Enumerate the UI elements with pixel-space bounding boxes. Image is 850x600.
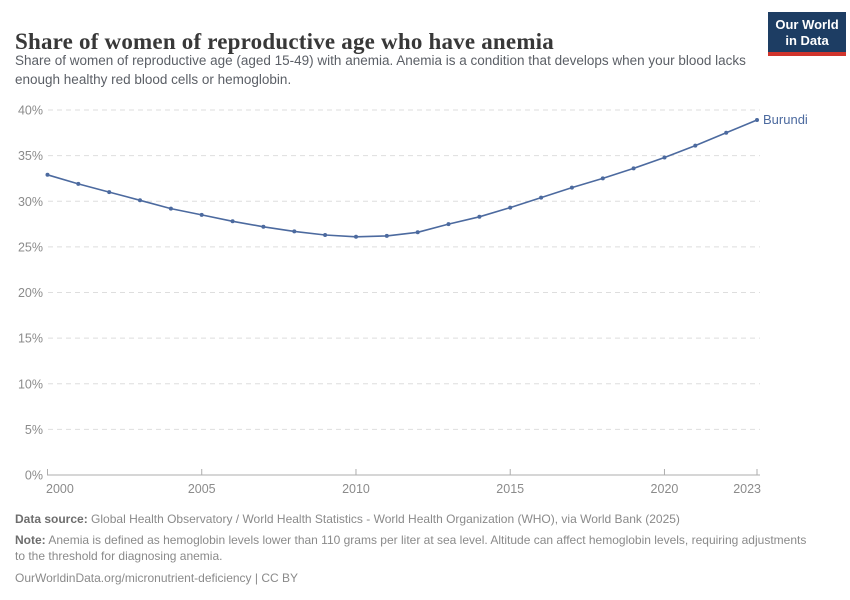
data-point[interactable] (292, 229, 297, 234)
chart-footer: Data source: Global Health Observatory /… (15, 511, 810, 591)
y-tick-label: 35% (18, 149, 43, 163)
data-point[interactable] (693, 143, 698, 148)
note-text: Anemia is defined as hemoglobin levels l… (15, 533, 807, 564)
license-link[interactable]: OurWorldinData.org/micronutrient-deficie… (15, 570, 298, 585)
y-tick-label: 20% (18, 286, 43, 300)
data-point[interactable] (662, 155, 667, 160)
x-tick-label: 2005 (188, 482, 216, 496)
data-point[interactable] (508, 205, 513, 210)
series-entity-label[interactable]: Burundi (763, 112, 808, 127)
data-point[interactable] (230, 219, 235, 224)
x-tick-label: 2020 (651, 482, 679, 496)
data-point[interactable] (446, 222, 451, 227)
data-point[interactable] (199, 212, 204, 217)
owid-logo-line1: Our World (775, 17, 839, 32)
data-source-label: Data source: (15, 512, 88, 526)
owid-logo-line2: in Data (785, 32, 829, 48)
data-point[interactable] (477, 214, 482, 219)
y-tick-label: 10% (18, 377, 43, 391)
x-tick-label: 2015 (496, 482, 524, 496)
y-tick-label: 30% (18, 195, 43, 209)
note-line: Note: Anemia is defined as hemoglobin le… (15, 532, 810, 564)
series-line[interactable] (47, 119, 758, 238)
y-tick-label: 15% (18, 332, 43, 346)
data-point[interactable] (539, 195, 544, 200)
y-tick-label: 25% (18, 240, 43, 254)
data-point[interactable] (384, 233, 389, 238)
data-point[interactable] (168, 206, 173, 211)
data-point[interactable] (138, 198, 142, 203)
data-point[interactable] (755, 118, 759, 122)
chart-subtitle: Share of women of reproductive age (aged… (15, 53, 746, 87)
y-tick-label: 0% (25, 469, 43, 483)
data-point[interactable] (45, 172, 50, 177)
x-tick-label: 2010 (342, 482, 370, 496)
data-point[interactable] (107, 190, 112, 195)
x-tick-label: 2023 (733, 482, 761, 496)
data-source-text: Global Health Observatory / World Health… (91, 512, 680, 526)
data-point[interactable] (631, 166, 636, 171)
data-point[interactable] (323, 233, 328, 237)
data-point[interactable] (600, 176, 605, 181)
data-point[interactable] (724, 130, 729, 135)
license-line: OurWorldinData.org/micronutrient-deficie… (15, 570, 810, 586)
data-point[interactable] (76, 181, 81, 186)
x-tick-label: 2000 (46, 482, 74, 496)
y-tick-label: 5% (25, 423, 43, 437)
chart-title: Share of women of reproductive age who h… (15, 29, 554, 55)
data-point[interactable] (415, 230, 420, 235)
data-point[interactable] (569, 185, 574, 190)
data-source-line: Data source: Global Health Observatory /… (15, 511, 810, 527)
data-point[interactable] (261, 224, 266, 229)
owid-logo[interactable]: Our World in Data (768, 12, 846, 57)
note-label: Note: (15, 533, 46, 548)
data-point[interactable] (354, 234, 358, 239)
y-tick-label: 40% (18, 104, 43, 118)
